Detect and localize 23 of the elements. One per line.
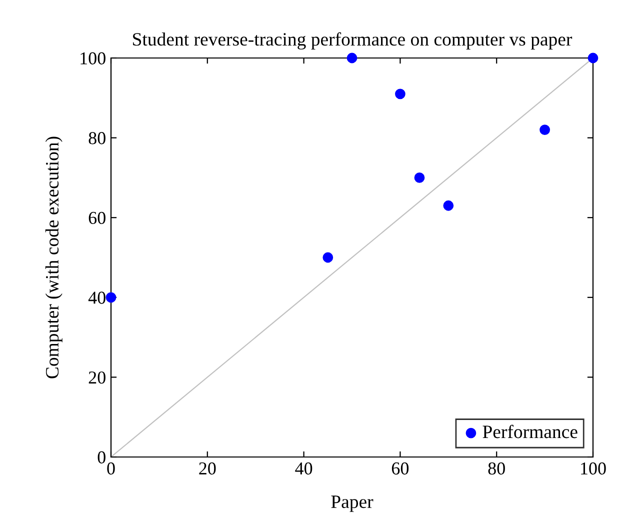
chart-title: Student reverse-tracing performance on computer vs paper: [133, 32, 572, 50]
y-axis-title: Computer (with code execution): [45, 136, 62, 378]
x-axis-title: Paper: [331, 496, 374, 512]
x-tick-label: 80: [488, 462, 505, 475]
point: [540, 124, 550, 136]
x-tick-label: 20: [199, 462, 216, 475]
point: [395, 88, 406, 100]
point: [443, 200, 454, 211]
x-tick-label: 100: [581, 462, 606, 475]
point: [106, 292, 116, 303]
y-tick-label: 20: [88, 371, 106, 384]
legend-label: Performance: [482, 424, 578, 438]
y-tick-label: 60: [88, 212, 106, 224]
x-tick-label: 40: [295, 462, 312, 475]
x-tick-label: 0: [107, 462, 115, 475]
point: [322, 252, 334, 263]
x-tick-label: 60: [392, 462, 409, 475]
y-tick-label: 100: [80, 52, 106, 64]
y-tick-label: 80: [88, 132, 106, 144]
y-tick-label: 0: [98, 451, 106, 464]
point: [346, 52, 358, 64]
point: [414, 172, 425, 183]
y-tick-label: 40: [88, 292, 106, 304]
